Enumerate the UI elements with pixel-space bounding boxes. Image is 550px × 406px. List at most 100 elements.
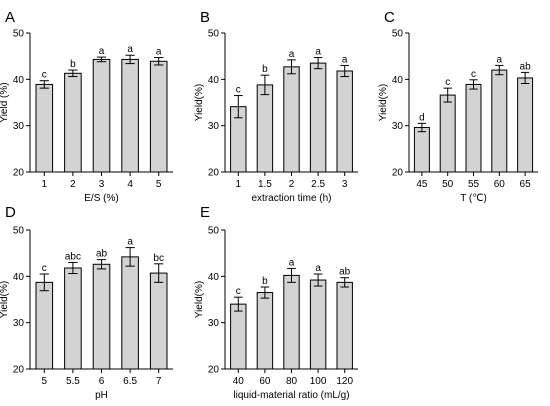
y-tick-label: 30	[208, 121, 220, 132]
y-tick-label: 30	[208, 318, 220, 329]
significance-letter: ab	[520, 61, 532, 72]
x-axis-title: pH	[95, 390, 108, 401]
y-tick-label: 50	[13, 29, 25, 40]
significance-letter: a	[127, 44, 133, 55]
x-tick-label: 1	[42, 179, 48, 190]
y-tick-label: 40	[208, 75, 220, 86]
bar	[491, 69, 508, 173]
significance-letter: b	[70, 59, 76, 70]
panel-letter: D	[5, 204, 16, 221]
x-tick-label: 45	[416, 179, 428, 190]
panel-letter: C	[384, 9, 395, 26]
bar	[256, 292, 274, 370]
x-tick-label: 5	[156, 179, 162, 190]
x-tick-label: 60	[494, 179, 506, 190]
y-tick-label: 40	[13, 75, 25, 86]
x-tick-label: 1.5	[258, 179, 272, 190]
chart-panel-c: C 20 30 40 50 Yield(%) d 45 c 50 c 55 a 60 ab 65 T (℃)	[378, 9, 538, 204]
significance-letter: b	[262, 64, 268, 75]
x-tick-label: 60	[259, 376, 271, 387]
y-tick-label: 20	[208, 365, 220, 376]
bar	[64, 72, 82, 173]
chart-panel-e: E 20 30 40 50 Yield(%) c 40 b 60 a 80 a 100 ab 120 liqui…	[194, 204, 358, 401]
bar	[92, 58, 111, 173]
bar	[92, 263, 111, 370]
significance-letter: a	[289, 49, 295, 60]
x-tick-label: 4	[127, 179, 133, 190]
significance-letter: bc	[153, 253, 164, 264]
significance-letter: a	[497, 54, 503, 65]
significance-letter: a	[342, 54, 348, 65]
bar	[149, 272, 168, 370]
bar	[283, 274, 300, 370]
significance-letter: a	[315, 47, 321, 58]
x-tick-label: 80	[286, 376, 298, 387]
significance-letter: b	[262, 276, 268, 287]
x-tick-label: 1	[236, 179, 242, 190]
significance-letter: ab	[96, 249, 108, 260]
x-tick-label: 5.5	[66, 376, 80, 387]
x-tick-label: 5	[42, 376, 48, 387]
x-tick-label: 6.5	[123, 376, 137, 387]
y-tick-label: 20	[13, 365, 25, 376]
bar	[309, 62, 327, 173]
significance-letter: c	[236, 85, 241, 96]
significance-letter: c	[42, 70, 47, 81]
significance-letter: c	[236, 286, 241, 297]
y-tick-label: 30	[392, 121, 404, 132]
y-axis-title: Yield(%)	[0, 281, 10, 318]
y-tick-label: 40	[208, 272, 220, 283]
bar	[413, 127, 430, 173]
y-tick-label: 50	[392, 29, 404, 40]
bar	[64, 267, 82, 370]
y-tick-label: 50	[208, 226, 220, 237]
x-tick-label: 6	[99, 376, 105, 387]
bar	[465, 83, 482, 173]
significance-letter: a	[289, 257, 295, 268]
significance-letter: ab	[339, 267, 351, 278]
y-tick-label: 40	[392, 75, 404, 86]
significance-letter: a	[127, 237, 133, 248]
significance-letter: a	[315, 263, 321, 274]
x-tick-label: 40	[233, 376, 245, 387]
significance-letter: c	[445, 77, 450, 88]
bar	[309, 279, 327, 370]
y-tick-label: 50	[208, 29, 220, 40]
bar	[336, 70, 353, 173]
significance-letter: a	[156, 47, 162, 58]
bar	[121, 58, 139, 173]
y-axis-title: Yield (%)	[0, 82, 10, 122]
y-tick-label: 30	[13, 318, 25, 329]
x-tick-label: 3	[342, 179, 348, 190]
chart-panel-d: D 20 30 40 50 Yield(%) c 5 abc 5.5 ab 6 a 6.5 bc 7 pH	[0, 204, 173, 401]
significance-letter: a	[99, 46, 105, 57]
bar	[121, 256, 139, 370]
y-tick-label: 30	[13, 121, 25, 132]
panel-letter: A	[5, 9, 15, 26]
y-tick-label: 20	[208, 168, 220, 179]
panel-letter: E	[200, 204, 210, 221]
x-tick-label: 55	[468, 179, 480, 190]
x-tick-label: 100	[310, 376, 327, 387]
x-axis-title: extraction time (h)	[251, 193, 331, 204]
x-axis-title: E/S (%)	[84, 193, 118, 204]
x-tick-label: 2.5	[311, 179, 325, 190]
y-tick-label: 20	[392, 168, 404, 179]
x-tick-label: 2	[289, 179, 295, 190]
bar	[517, 77, 534, 173]
significance-letter: c	[471, 69, 476, 80]
x-axis-title: liquid-material ratio (mL/g)	[233, 390, 349, 401]
bar	[230, 303, 247, 370]
y-axis-title: Yield(%)	[194, 84, 205, 121]
x-tick-label: 2	[70, 179, 76, 190]
panel-letter: B	[200, 9, 210, 26]
bar	[283, 66, 300, 173]
significance-letter: c	[42, 263, 47, 274]
chart-panel-a: A 20 30 40 50 Yield (%) c 1 b 2 a 3 a 4 a 5 E/S (%)	[0, 9, 173, 204]
x-tick-label: 7	[156, 376, 162, 387]
x-tick-label: 3	[99, 179, 105, 190]
y-tick-label: 20	[13, 168, 25, 179]
y-tick-label: 40	[13, 272, 25, 283]
x-axis-title: T (℃)	[460, 193, 487, 204]
